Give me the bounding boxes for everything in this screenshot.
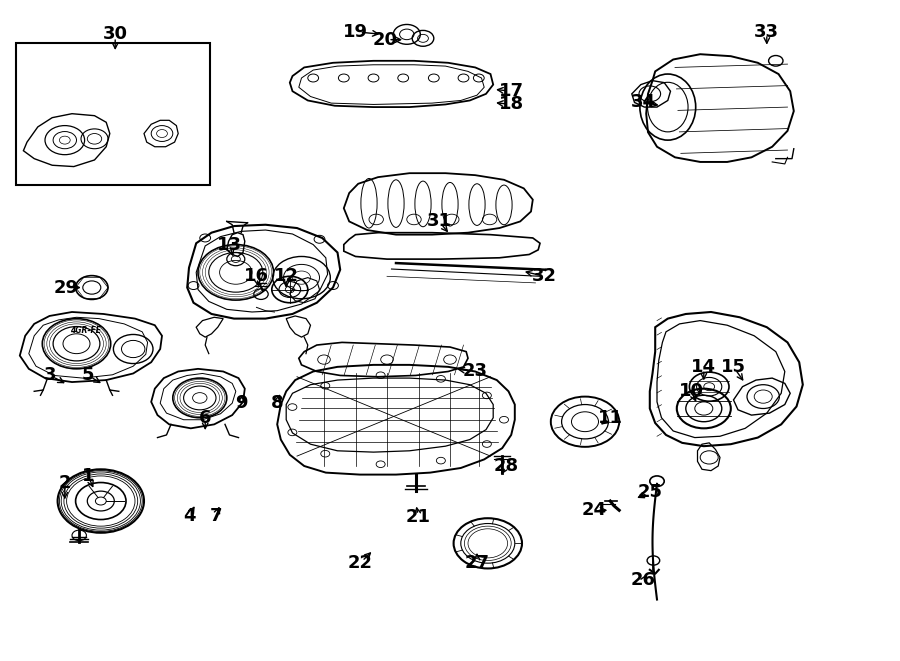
Text: 13: 13 [217,235,242,254]
Text: 1: 1 [82,467,94,485]
Text: 4: 4 [183,506,195,525]
Text: 18: 18 [499,95,524,114]
Text: 3: 3 [44,366,57,385]
Text: 32: 32 [532,267,557,286]
Text: 28: 28 [493,457,518,475]
Text: 8: 8 [271,394,284,412]
Text: 14: 14 [691,358,716,376]
Text: 2: 2 [58,473,71,492]
Text: 27: 27 [464,554,490,572]
Text: 22: 22 [347,554,373,572]
Text: 24: 24 [581,501,607,520]
Text: 26: 26 [631,571,656,590]
Text: 7: 7 [210,506,222,525]
Text: 16: 16 [244,267,269,286]
Text: 33: 33 [754,22,779,41]
Text: 21: 21 [406,508,431,526]
Text: 30: 30 [103,25,128,44]
Text: 9: 9 [235,394,248,412]
Text: 25: 25 [637,483,662,502]
Text: 10: 10 [679,382,704,401]
Text: 29: 29 [53,278,78,297]
Text: 6: 6 [199,408,212,427]
Text: 17: 17 [499,82,524,100]
Text: 5: 5 [82,366,94,385]
Text: 19: 19 [343,22,368,41]
Bar [16,43,210,185]
Text: 31: 31 [427,212,452,231]
Text: 23: 23 [463,362,488,381]
Text: 34: 34 [631,93,656,112]
Text: 11: 11 [598,408,623,427]
Text: 20: 20 [373,30,398,49]
Text: 4GR-FE: 4GR-FE [70,326,101,335]
Text: 15: 15 [721,358,746,376]
Text: 12: 12 [274,267,299,286]
